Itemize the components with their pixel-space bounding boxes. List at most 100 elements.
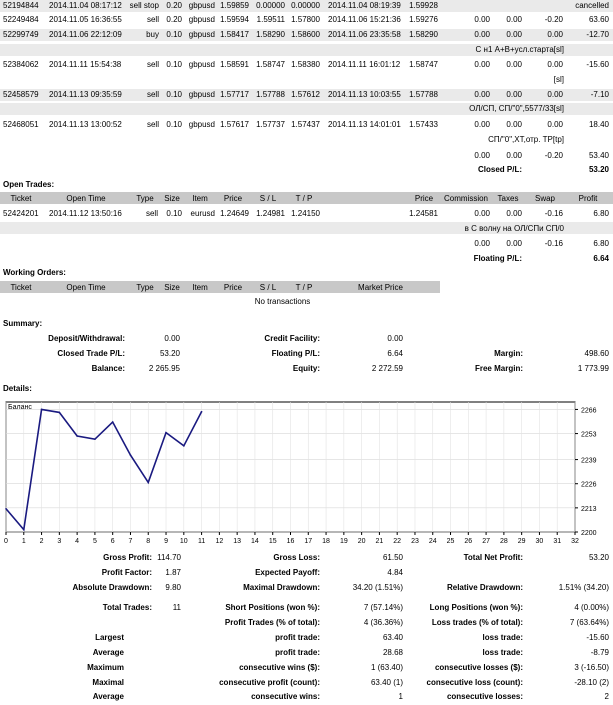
cell-swap: 0.00 — [547, 60, 563, 69]
open-total-profit: 6.80 — [593, 239, 609, 248]
cell-ticket: 52424201 — [3, 209, 39, 218]
col-sl: S / L — [259, 283, 277, 292]
credit-label: Credit Facility: — [264, 334, 320, 343]
chart-y-axis: 2266 2253 2239 2226 2213 2200 — [575, 407, 597, 537]
cell-price: 1.58591 — [220, 60, 249, 69]
free-margin-label: Free Margin: — [474, 364, 523, 373]
cell-size: 0.10 — [166, 90, 182, 99]
cell-tp: 1.57800 — [291, 15, 320, 24]
relative-drawdown-label: Relative Drawdown: — [446, 583, 523, 592]
col-size: Size — [164, 283, 180, 292]
trade-comment: [sl] — [553, 75, 564, 84]
open-trade-comment-row — [0, 222, 613, 234]
credit-value: 0.00 — [387, 334, 403, 343]
chart-x-tick-label: 20 — [358, 538, 366, 545]
max-consec-losses-label: consecutive losses ($): — [434, 663, 523, 672]
balance-label: Balance: — [91, 364, 125, 373]
chart-x-tick-label: 14 — [251, 538, 259, 545]
col-sl: S / L — [259, 194, 277, 203]
maximal-label: Maximal — [92, 678, 124, 687]
cell-price: 1.58417 — [220, 30, 249, 39]
cell-price: 1.57617 — [220, 120, 249, 129]
chart-x-tick-label: 10 — [180, 538, 188, 545]
open-trade-row: 52424201 2014.11.12 13:50:16 sell 0.10 e… — [0, 207, 613, 219]
closed-pl-value: 53.20 — [588, 165, 609, 174]
cell-swap: -0.20 — [544, 15, 563, 24]
cell-close-time: 2014.11.06 15:21:36 — [328, 15, 401, 24]
closed-trade-row: 52384062 2014.11.11 15:54:38 sell 0.10 gbpus… — [0, 59, 613, 71]
cell-price: 1.57717 — [220, 90, 249, 99]
chart-x-tick-label: 9 — [164, 538, 168, 545]
chart-x-tick-label: 21 — [376, 538, 384, 545]
col-commission: Commission — [443, 194, 488, 203]
balance-point — [94, 438, 96, 440]
cell-sl: 1.24981 — [256, 209, 285, 218]
col-ticket: Ticket — [10, 194, 32, 203]
free-margin-value: 1 773.99 — [577, 364, 609, 373]
short-positions-label: Short Positions (won %): — [225, 603, 320, 612]
cell-size: 0.10 — [166, 30, 182, 39]
chart-x-tick-label: 18 — [322, 538, 330, 545]
closed-total-commission: 0.00 — [474, 151, 490, 160]
chart-x-tick-label: 2 — [40, 538, 44, 545]
balance-value: 2 265.95 — [148, 364, 180, 373]
cell-sl: 1.57737 — [256, 120, 285, 129]
cell-price: 1.24649 — [220, 209, 249, 218]
cell-close-time: 2014.11.11 16:01:12 — [328, 60, 401, 69]
average-profit-value: 28.68 — [382, 648, 403, 657]
avg-consec-wins-value: 1 — [398, 692, 403, 701]
cell-taxes: 0.00 — [506, 209, 522, 218]
chart-y-tick-label: 2226 — [581, 482, 597, 489]
closed-total-taxes: 0.00 — [506, 151, 522, 160]
chart-x-tick-label: 12 — [215, 538, 223, 545]
largest-loss-value: -15.60 — [586, 633, 609, 642]
col-price: Price — [223, 194, 243, 203]
closed-trade-row: 52194844 2014.11.04 08:17:12 sell stop 0.20… — [0, 0, 613, 12]
cell-open-time: 2014.11.13 13:00:52 — [49, 120, 122, 129]
cell-size: 0.20 — [166, 1, 182, 10]
cell-type: sell — [145, 209, 158, 218]
balance-point — [58, 411, 61, 414]
cell-item: gbpusd — [188, 1, 215, 10]
cell-commission: 0.00 — [474, 209, 490, 218]
cell-open-time: 2014.11.12 13:50:16 — [49, 209, 122, 218]
cell-profit: -12.70 — [586, 30, 609, 39]
chart-x-axis: 0 1 2 3 4 5 6 7 8 9 10 11 12 13 14 15 16 17 18 19 20 21 22 23 24… — [4, 532, 579, 545]
chart-x-tick-label: 19 — [340, 538, 348, 545]
chart-x-tick-label: 30 — [536, 538, 544, 545]
cell-profit: 18.40 — [588, 120, 609, 129]
cell-swap: 0.00 — [547, 30, 563, 39]
cell-type: sell stop — [129, 1, 159, 10]
balance-series-line — [5, 408, 203, 532]
maximal-consec-loss-label: consecutive loss (count): — [426, 678, 523, 687]
chart-x-tick-label: 8 — [146, 538, 150, 545]
chart-x-tick-label: 22 — [393, 538, 401, 545]
cell-sl: 1.57788 — [256, 90, 285, 99]
chart-x-tick-label: 0 — [4, 538, 8, 545]
floating-value: 6.64 — [387, 349, 403, 358]
balance-point — [111, 421, 114, 423]
trade-comment: СП/"0",ХТ,отр. TP[tp] — [488, 135, 564, 144]
cell-item: gbpusd — [188, 60, 215, 69]
cell-taxes: 0.00 — [506, 15, 522, 24]
gross-profit-value: 114.70 — [157, 553, 181, 562]
cell-profit: 63.60 — [588, 15, 609, 24]
cell-tp: 1.24150 — [291, 209, 320, 218]
largest-loss-label: loss trade: — [482, 633, 523, 642]
col-size: Size — [164, 194, 180, 203]
average-loss-label: loss trade: — [482, 648, 523, 657]
cell-close-price: 1.58290 — [409, 30, 438, 39]
profit-factor-label: Profit Factor: — [101, 568, 152, 577]
chart-x-tick-label: 25 — [447, 538, 455, 545]
cell-type: buy — [146, 30, 159, 39]
closed-total-swap: -0.20 — [544, 151, 563, 160]
chart-y-tick-label: 2253 — [581, 432, 597, 439]
cell-commission: 0.00 — [474, 30, 490, 39]
cell-open-time: 2014.11.13 09:35:59 — [49, 90, 122, 99]
cell-taxes: 0.00 — [506, 60, 522, 69]
cell-item: gbpusd — [188, 120, 215, 129]
cell-swap: 0.00 — [547, 90, 563, 99]
cell-type: sell — [146, 15, 159, 24]
margin-label: Margin: — [494, 349, 523, 358]
summary-title: Summary: — [3, 319, 43, 328]
